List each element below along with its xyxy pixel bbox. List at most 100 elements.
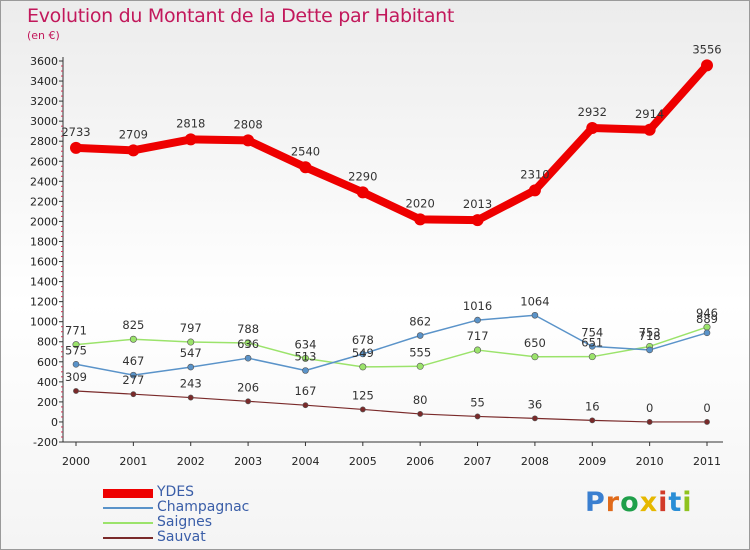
- data-point: [646, 419, 653, 425]
- data-label: 2808: [233, 117, 262, 131]
- data-point: [245, 398, 251, 405]
- logo-letter: i: [682, 487, 693, 518]
- y-tick-label: 0: [51, 416, 58, 429]
- legend-label: Champagnac: [157, 499, 250, 515]
- data-label: 1016: [463, 299, 492, 313]
- data-label: 650: [524, 336, 546, 350]
- data-point: [416, 332, 424, 339]
- data-point: [704, 419, 710, 425]
- chart-title: Evolution du Montant de la Dette par Hab…: [27, 5, 455, 27]
- data-label: 277: [122, 373, 144, 387]
- data-label: 549: [352, 346, 374, 360]
- data-point: [302, 367, 309, 374]
- data-label: 36: [528, 397, 543, 411]
- series-line-champagnac: [75, 314, 708, 376]
- data-label: 754: [581, 325, 603, 339]
- data-label: 889: [696, 312, 718, 326]
- data-label: 2932: [578, 105, 607, 119]
- x-tick-label: 2006: [406, 455, 434, 468]
- data-point: [244, 339, 252, 347]
- data-label: 0: [646, 401, 653, 415]
- logo-letter: t: [668, 487, 683, 518]
- series-line-ydes: [72, 61, 711, 225]
- data-label: 125: [352, 388, 374, 402]
- data-point: [359, 363, 367, 371]
- data-point: [528, 184, 541, 197]
- series-line-sauvat: [75, 390, 708, 423]
- data-label: 946: [696, 306, 718, 320]
- data-label: 167: [294, 384, 316, 398]
- y-tick-label: 1800: [30, 235, 58, 248]
- y-tick-label: 3200: [30, 95, 58, 108]
- x-tick-label: 2002: [177, 455, 205, 468]
- x-tick-label: 2001: [119, 455, 147, 468]
- data-point: [301, 354, 309, 362]
- y-tick-label: 1400: [30, 276, 58, 289]
- data-point: [73, 388, 79, 394]
- data-point: [187, 394, 194, 401]
- data-label: 2290: [348, 169, 377, 183]
- data-point: [471, 214, 484, 227]
- data-label: 753: [639, 325, 661, 339]
- legend-label: Saignes: [157, 514, 213, 530]
- data-point: [359, 406, 366, 413]
- data-label: 636: [237, 337, 259, 351]
- data-point: [588, 353, 596, 361]
- data-label: 2733: [61, 125, 90, 139]
- data-label: 55: [470, 395, 485, 409]
- data-point: [129, 335, 137, 343]
- data-point: [588, 343, 596, 350]
- y-tick-label: 200: [37, 396, 58, 409]
- data-point: [646, 346, 653, 354]
- data-point: [72, 341, 80, 349]
- data-label: 3556: [692, 42, 721, 56]
- data-point: [299, 161, 312, 174]
- data-point: [356, 186, 369, 199]
- data-label: 555: [409, 345, 431, 359]
- legend-swatch: [103, 507, 153, 509]
- data-point: [531, 311, 539, 319]
- data-point: [474, 346, 482, 354]
- y-tick-label: 800: [37, 336, 58, 349]
- data-point: [532, 415, 538, 422]
- y-tick-label: 2400: [30, 175, 58, 188]
- x-tick-label: 2009: [578, 455, 606, 468]
- data-label: 717: [467, 329, 489, 343]
- data-label: 547: [180, 346, 202, 360]
- y-tick-label: 2000: [30, 215, 58, 228]
- data-label: 2818: [176, 116, 205, 130]
- data-point: [70, 141, 82, 154]
- data-point: [127, 144, 140, 157]
- logo-letter: i: [658, 487, 669, 518]
- data-point: [531, 353, 539, 361]
- data-label: 2709: [119, 127, 148, 141]
- proxiti-logo: Proxiti: [585, 487, 693, 518]
- logo-letter: o: [620, 487, 640, 518]
- y-tick-label: 1600: [30, 256, 58, 269]
- data-label: 80: [413, 393, 428, 407]
- y-tick-label: 1200: [30, 296, 58, 309]
- data-point: [72, 360, 80, 368]
- data-label: 309: [65, 370, 87, 384]
- data-label: 16: [585, 399, 600, 413]
- data-label: 651: [581, 336, 603, 350]
- y-tick-label: 3400: [30, 75, 58, 88]
- y-tick-label: 3600: [30, 55, 58, 68]
- data-label: 2310: [520, 167, 549, 181]
- data-point: [474, 413, 481, 420]
- data-label: 2013: [463, 197, 492, 211]
- x-tick-label: 2008: [521, 455, 549, 468]
- data-point: [474, 316, 481, 324]
- y-tick-label: 400: [37, 376, 58, 389]
- x-tick-label: 2010: [636, 455, 664, 468]
- data-point: [414, 213, 427, 226]
- legend-swatch: [103, 537, 153, 539]
- data-point: [701, 59, 713, 72]
- y-tick-label: 1000: [30, 316, 58, 329]
- x-tick-label: 2007: [464, 455, 492, 468]
- logo-letter: P: [585, 487, 606, 518]
- data-point: [643, 123, 656, 136]
- y-tick-label: 600: [37, 356, 58, 369]
- y-tick-label: 3000: [30, 115, 58, 128]
